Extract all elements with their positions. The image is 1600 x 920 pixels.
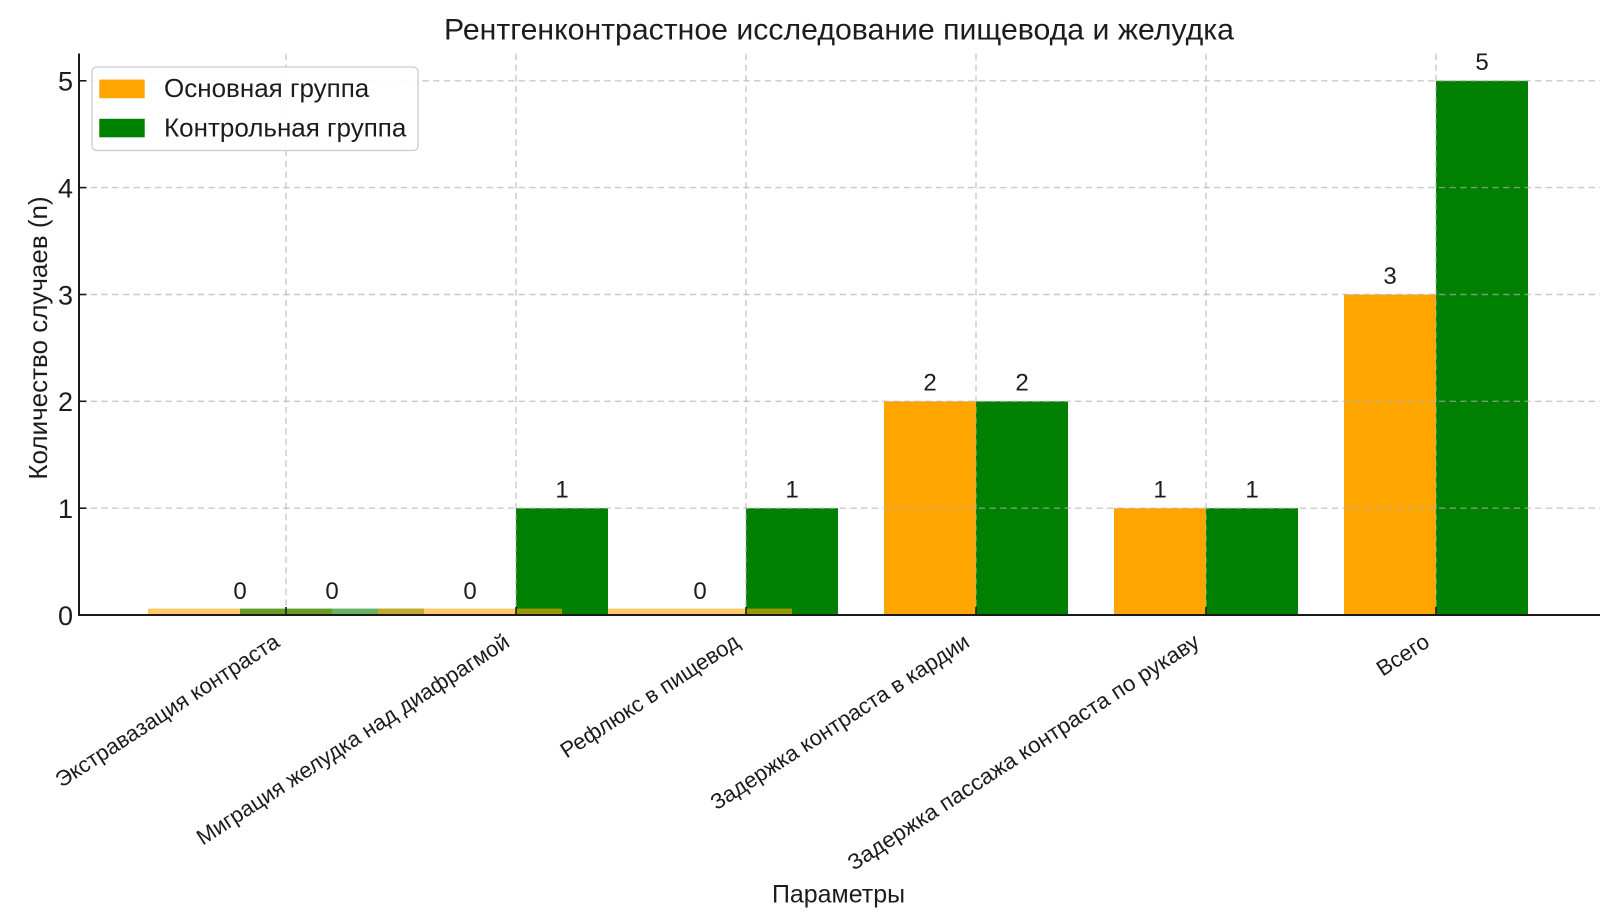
svg-text:2: 2 [923,370,936,397]
svg-text:0: 0 [693,578,706,605]
svg-text:1: 1 [1245,477,1258,504]
svg-text:Количество случаев (n): Количество случаев (n) [23,196,53,479]
svg-text:1: 1 [58,494,73,524]
svg-text:0: 0 [463,578,476,605]
svg-text:Рентгенконтрастное исследовани: Рентгенконтрастное исследование пищевода… [444,14,1234,47]
svg-text:5: 5 [58,67,73,97]
svg-text:3: 3 [1383,263,1396,290]
svg-text:1: 1 [1153,477,1166,504]
svg-text:4: 4 [58,173,73,203]
svg-text:0: 0 [233,578,246,605]
svg-text:2: 2 [1015,370,1028,397]
svg-text:1: 1 [785,477,798,504]
svg-text:1: 1 [555,477,568,504]
svg-text:Основная группа: Основная группа [164,73,370,103]
svg-text:Параметры: Параметры [772,881,905,909]
svg-text:Контрольная группа: Контрольная группа [164,112,407,142]
svg-text:0: 0 [58,601,73,631]
svg-text:3: 3 [58,280,73,310]
svg-text:0: 0 [325,578,338,605]
svg-text:5: 5 [1475,49,1488,76]
svg-text:2: 2 [58,387,73,417]
